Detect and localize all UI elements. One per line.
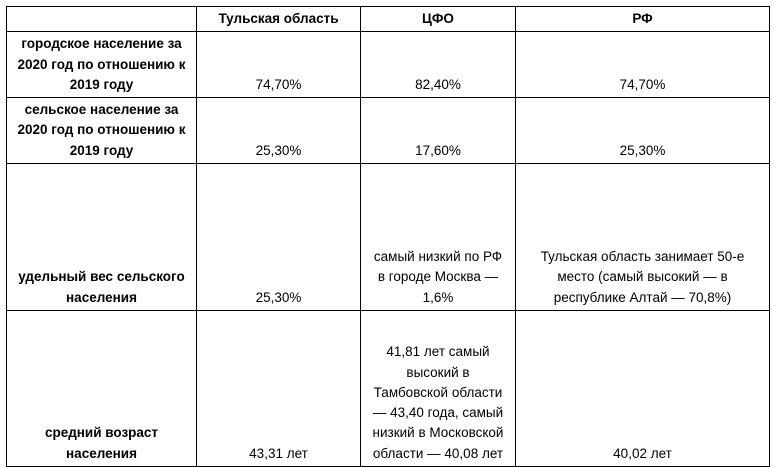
- table-row-rural-share: удельный вес сельского населения 25,30% …: [6, 162, 770, 311]
- table-row-average-age: средний возраст населения 43,31 лет 41,8…: [6, 309, 770, 467]
- row-label-rural-population: сельское население за 2020 год по отноше…: [6, 97, 197, 164]
- cell-average-age-cfo: 41,81 лет самый высокий в Тамбовской обл…: [360, 309, 516, 467]
- cell-rural-tula: 25,30%: [196, 97, 361, 164]
- cell-rural-share-cfo: самый низкий по РФ в городе Москва — 1,6…: [360, 162, 516, 311]
- column-header-cfo: ЦФО: [360, 5, 516, 33]
- row-label-average-age: средний возраст населения: [6, 309, 197, 467]
- cell-rural-share-tula: 25,30%: [196, 162, 361, 311]
- row-label-rural-share: удельный вес сельского населения: [6, 162, 197, 311]
- table-row-urban-population: городское население за 2020 год по отнош…: [6, 31, 770, 98]
- population-comparison-table: Тульская область ЦФО РФ городское населе…: [6, 5, 770, 467]
- column-header-rf: РФ: [515, 5, 770, 33]
- cell-rural-share-rf: Тульская область занимает 50-е место (са…: [515, 162, 770, 311]
- row-label-urban-population: городское население за 2020 год по отнош…: [6, 31, 197, 98]
- cell-urban-cfo: 82,40%: [360, 31, 516, 98]
- corner-cell: [6, 5, 197, 33]
- cell-average-age-rf: 40,02 лет: [515, 309, 770, 467]
- cell-urban-tula: 74,70%: [196, 31, 361, 98]
- column-header-tula-oblast: Тульская область: [196, 5, 361, 33]
- cell-rural-cfo: 17,60%: [360, 97, 516, 164]
- table-row-rural-population: сельское население за 2020 год по отноше…: [6, 97, 770, 164]
- cell-urban-rf: 74,70%: [515, 31, 770, 98]
- cell-average-age-tula: 43,31 лет: [196, 309, 361, 467]
- document-page: Тульская область ЦФО РФ городское населе…: [6, 5, 770, 467]
- header-row: Тульская область ЦФО РФ: [6, 5, 770, 33]
- cell-rural-rf: 25,30%: [515, 97, 770, 164]
